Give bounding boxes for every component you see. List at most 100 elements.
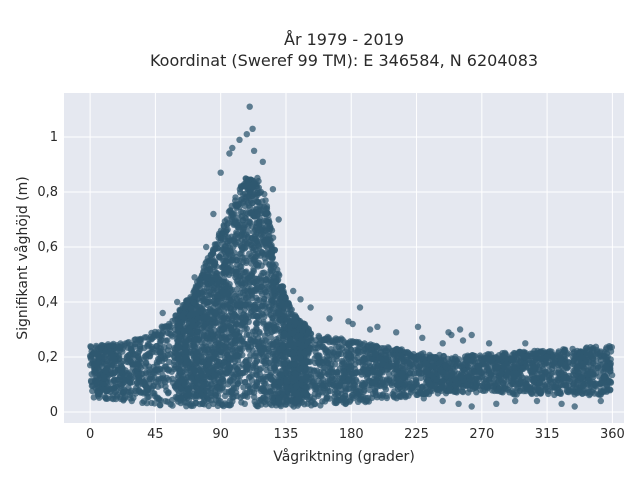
data-point [257, 188, 265, 196]
data-point [123, 358, 130, 365]
data-point [402, 393, 409, 401]
data-point [253, 385, 260, 392]
data-point [199, 400, 206, 407]
data-point [345, 339, 352, 347]
data-point [574, 384, 581, 391]
data-point [270, 299, 277, 306]
data-point [587, 368, 594, 375]
data-point [254, 241, 261, 249]
data-point [274, 266, 281, 273]
data-point [224, 265, 231, 273]
data-point [239, 320, 246, 328]
data-point [359, 361, 367, 369]
data-point [569, 360, 577, 367]
data-point [600, 388, 608, 395]
data-point [137, 389, 144, 396]
data-point [123, 353, 130, 360]
data-point [140, 398, 148, 405]
data-point [338, 342, 345, 349]
chart-title-line1: År 1979 - 2019 [284, 30, 404, 49]
data-point [240, 221, 247, 229]
data-point [561, 346, 569, 353]
data-point [455, 356, 463, 363]
data-point [244, 344, 251, 351]
data-point [351, 356, 358, 363]
data-point [177, 368, 184, 375]
data-point [353, 378, 360, 385]
data-point [600, 368, 607, 375]
data-point [237, 183, 245, 190]
data-point [236, 250, 244, 258]
data-point [247, 385, 254, 392]
data-point [583, 351, 590, 358]
data-point [263, 300, 270, 307]
data-point [531, 363, 539, 371]
data-point [263, 203, 271, 210]
data-point [267, 376, 275, 383]
data-point [517, 352, 525, 359]
data-point [406, 360, 413, 368]
data-point [240, 384, 247, 391]
data-point [267, 388, 274, 396]
data-point [243, 294, 250, 302]
data-point [410, 370, 418, 377]
data-point [534, 370, 541, 378]
data-point [222, 257, 230, 265]
data-point [241, 276, 248, 283]
data-point [203, 387, 210, 395]
data-point [560, 375, 567, 382]
data-point [275, 389, 282, 396]
data-point [245, 228, 252, 235]
data-point [256, 203, 263, 210]
data-point [240, 198, 247, 205]
data-point [227, 338, 234, 345]
data-point [303, 384, 310, 391]
data-point [126, 369, 134, 376]
data-point [157, 401, 164, 409]
data-point [536, 380, 544, 387]
data-point [199, 357, 207, 365]
data-point [221, 367, 229, 374]
data-point [239, 226, 247, 233]
data-point [151, 390, 158, 397]
data-point [503, 360, 510, 368]
data-point [216, 230, 223, 237]
data-point [331, 393, 338, 400]
data-point [357, 340, 364, 347]
data-point [232, 332, 239, 339]
data-point [181, 399, 188, 406]
data-point [101, 354, 108, 362]
data-point [159, 375, 167, 382]
data-point [250, 353, 257, 360]
data-point [287, 374, 294, 382]
data-point [382, 386, 390, 393]
data-point [144, 384, 151, 391]
data-point [304, 400, 311, 407]
data-point [220, 314, 228, 321]
data-point [184, 369, 191, 376]
data-point [339, 373, 346, 381]
data-point [252, 319, 260, 327]
data-point [101, 394, 109, 401]
data-point [90, 394, 98, 401]
data-point [250, 393, 258, 400]
data-point [539, 347, 547, 355]
data-point [107, 350, 114, 357]
data-point [210, 336, 217, 343]
data-point [289, 349, 297, 357]
data-point [524, 385, 531, 392]
data-point [137, 378, 144, 385]
data-point [245, 202, 252, 209]
data-point [241, 379, 249, 386]
data-point [251, 398, 258, 405]
data-point [499, 389, 506, 396]
data-point [211, 371, 218, 379]
data-point [365, 359, 372, 367]
data-point [218, 346, 225, 354]
data-point [217, 271, 224, 278]
data-point [338, 335, 345, 342]
data-point [508, 387, 516, 395]
data-point [407, 380, 415, 387]
data-point [159, 324, 166, 331]
data-point [239, 289, 247, 296]
